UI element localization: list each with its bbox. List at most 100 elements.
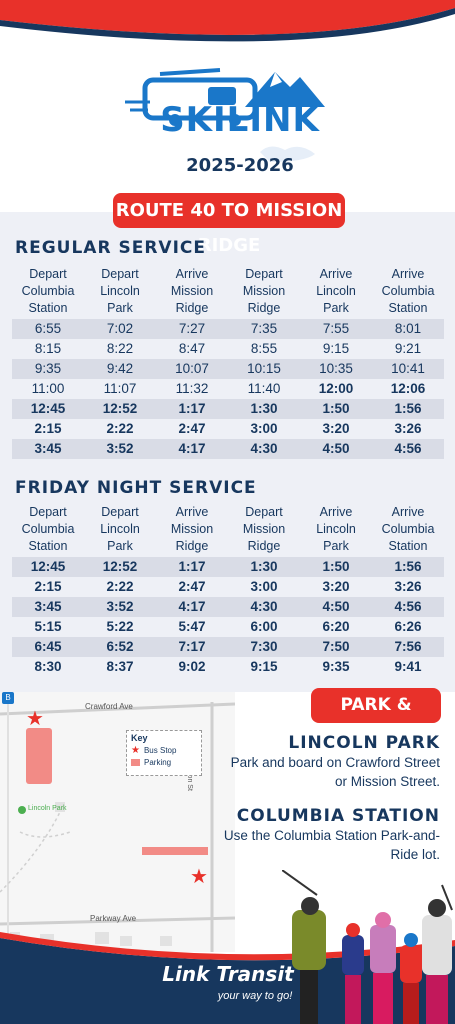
table-cell: 11:07 — [103, 381, 137, 396]
table-cell: 4:30 — [250, 441, 278, 456]
footer-banner — [0, 932, 455, 1024]
table-cell: 1:30 — [250, 559, 278, 574]
top-banner — [0, 0, 455, 42]
table-cell: 8:01 — [394, 321, 422, 336]
table-row: 8:30 8:37 9:02 9:15 9:35 9:41 — [12, 657, 444, 677]
park-and-board-badge: PARK & BOARD — [311, 688, 441, 750]
table-cell: 10:07 — [175, 361, 209, 376]
table-row: 2:15 2:22 2:47 3:00 3:20 3:26 — [12, 419, 444, 439]
footer-tagline: your way to go! — [217, 990, 293, 1002]
table-row: 3:45 3:52 4:17 4:30 4:50 4:56 — [12, 439, 444, 459]
table-cell: 2:22 — [106, 421, 134, 436]
table-row: 6:55 7:02 7:27 7:35 7:55 8:01 — [12, 319, 444, 339]
table-cell: 3:26 — [394, 421, 422, 436]
table-cell: 6:55 — [34, 321, 62, 336]
table-cell: 9:42 — [106, 361, 134, 376]
table-cell: 6:20 — [322, 619, 350, 634]
column-header: Depart Lincoln Park — [100, 505, 140, 553]
table-cell: 1:17 — [178, 559, 206, 574]
column-header: Depart Mission Ridge — [242, 267, 286, 315]
table-cell: 7:27 — [178, 321, 206, 336]
regular-header-row: Depart Columbia Station Depart Lincoln Pa… — [12, 266, 444, 317]
table-cell: 11:40 — [247, 381, 281, 396]
table-row: 8:15 8:22 8:47 8:55 9:15 9:21 — [12, 339, 444, 359]
column-header: Arrive Columbia Station — [381, 505, 435, 553]
table-cell: 12:52 — [102, 559, 138, 574]
skiers-photo — [282, 870, 453, 1024]
table-cell: 7:02 — [106, 321, 134, 336]
map-key-parking: Parking — [127, 756, 201, 769]
table-cell: 3:26 — [394, 579, 422, 594]
table-cell: 3:45 — [34, 441, 62, 456]
regular-service-title: REGULAR SERVICE — [15, 238, 206, 258]
column-header: Arrive Lincoln Park — [316, 505, 356, 553]
column-header: Arrive Mission Ridge — [170, 505, 214, 553]
table-row: 5:15 5:22 5:47 6:00 6:20 6:26 — [12, 617, 444, 637]
area-map: Crawford Ave S Mission St Parkway Ave Li… — [0, 692, 235, 952]
table-cell: 2:15 — [34, 579, 62, 594]
table-cell: 9:15 — [250, 659, 278, 674]
table-cell: 10:41 — [391, 361, 425, 376]
map-key-parking-label: Parking — [144, 758, 172, 767]
table-cell: 8:37 — [106, 659, 134, 674]
table-cell: 4:56 — [394, 441, 422, 456]
table-cell: 5:47 — [178, 619, 206, 634]
lincoln-park-map-label: Lincoln Park — [28, 805, 67, 812]
table-cell: 3:20 — [322, 579, 350, 594]
table-row: 12:45 12:52 1:17 1:30 1:50 1:56 — [12, 399, 444, 419]
table-row: 2:15 2:22 2:47 3:00 3:20 3:26 — [12, 577, 444, 597]
table-cell: 3:52 — [106, 599, 134, 614]
table-cell: 1:17 — [178, 401, 206, 416]
table-cell: 9:02 — [178, 659, 206, 674]
crawford-ave-label: Crawford Ave — [85, 702, 133, 711]
table-cell: 12:00 — [318, 381, 354, 396]
table-cell: 11:32 — [175, 381, 209, 396]
lincoln-park-desc: Park and board on Crawford Street or Mis… — [230, 755, 440, 789]
logo-wordmark: SKILINK — [160, 100, 320, 140]
table-cell: 12:06 — [390, 381, 426, 396]
logo-years: 2025-2026 — [186, 155, 294, 176]
table-cell: 4:17 — [178, 441, 206, 456]
table-cell: 7:56 — [394, 639, 422, 654]
table-cell: 4:17 — [178, 599, 206, 614]
friday-header-row: Depart Columbia Station Depart Lincoln Pa… — [12, 504, 444, 555]
table-cell: 7:55 — [322, 321, 350, 336]
table-cell: 5:22 — [106, 619, 134, 634]
table-cell: 3:52 — [106, 441, 134, 456]
map-key-bus-stop: ★ Bus Stop — [127, 745, 201, 756]
column-header: Depart Lincoln Park — [100, 267, 140, 315]
table-cell: 10:15 — [247, 361, 281, 376]
table-cell: 11:00 — [31, 381, 65, 396]
table-cell: 7:50 — [322, 639, 350, 654]
table-cell: 12:45 — [30, 559, 66, 574]
table-cell: 1:50 — [322, 401, 350, 416]
table-cell: 7:17 — [178, 639, 206, 654]
table-cell: 8:30 — [34, 659, 62, 674]
table-cell: 3:45 — [34, 599, 62, 614]
table-cell: 5:15 — [34, 619, 62, 634]
table-cell: 6:00 — [250, 619, 278, 634]
table-row: 6:45 6:52 7:17 7:30 7:50 7:56 — [12, 637, 444, 657]
table-cell: 2:47 — [178, 579, 206, 594]
table-cell: 7:35 — [250, 321, 278, 336]
columbia-station-title: COLUMBIA STATION — [236, 806, 440, 826]
table-cell: 6:52 — [106, 639, 134, 654]
table-cell: 1:30 — [250, 401, 278, 416]
table-cell: 9:41 — [394, 659, 422, 674]
parkway-ave-label: Parkway Ave — [90, 914, 137, 923]
columbia-station-desc: Use the Columbia Station Park-and-Ride l… — [223, 828, 440, 862]
column-header: Depart Columbia Station — [21, 505, 75, 553]
table-cell: 9:35 — [322, 659, 350, 674]
table-cell: 8:15 — [34, 341, 62, 356]
table-cell: 3:00 — [250, 579, 278, 594]
table-cell: 9:21 — [394, 341, 422, 356]
table-cell: 9:35 — [34, 361, 62, 376]
table-cell: 1:56 — [394, 401, 422, 416]
map-key: Key ★ Bus Stop Parking — [126, 730, 202, 776]
map-key-title: Key — [131, 733, 148, 743]
column-header: Depart Mission Ridge — [242, 505, 286, 553]
route-title-badge: ROUTE 40 TO MISSION RIDGE — [113, 193, 345, 256]
skilink-logo — [125, 68, 325, 162]
table-row: 3:45 3:52 4:17 4:30 4:50 4:56 — [12, 597, 444, 617]
table-cell: 12:52 — [102, 401, 138, 416]
